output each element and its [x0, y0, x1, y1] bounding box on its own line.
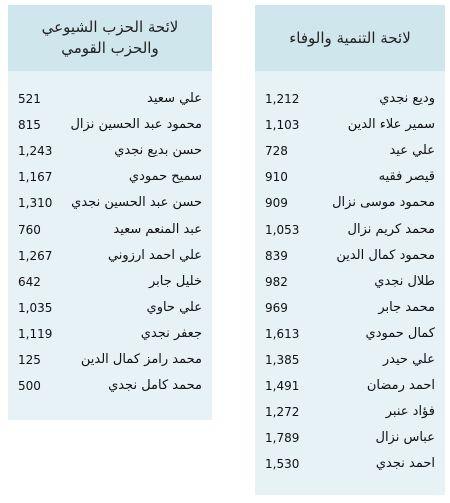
- list-title: والحزب القومي: [61, 39, 159, 57]
- vote-count: 1,491: [265, 379, 300, 394]
- candidate-row: علي عيد 728: [255, 139, 445, 163]
- vote-count: 500: [18, 379, 41, 394]
- candidate-row: علي حاوي 1,035: [8, 296, 212, 320]
- candidate-name: محمود عبد الحسين نزال: [70, 117, 202, 133]
- candidate-name: كمال حمودي: [365, 325, 435, 341]
- candidate-name: محمود كمال الدين: [336, 247, 435, 263]
- candidate-row: محمد كريم نزال 1,053: [255, 218, 445, 242]
- candidate-name: احمد نجدي: [375, 456, 435, 472]
- candidate-row: محمد رامز كمال الدين 125: [8, 348, 212, 372]
- candidate-row: علي سعيد 521: [8, 87, 212, 111]
- candidate-name: عباس نزال: [375, 430, 436, 446]
- candidate-name: محمد كامل نجدي: [108, 378, 202, 394]
- candidate-row: خليل جابر 642: [8, 270, 212, 294]
- candidate-name: قيصر فقيه: [378, 169, 435, 185]
- candidate-row: جعفر نجدي 1,119: [8, 322, 212, 346]
- candidate-row: قيصر فقيه 910: [255, 165, 445, 189]
- vote-count: 728: [265, 144, 288, 159]
- candidate-name: محمد جابر: [378, 299, 435, 315]
- candidate-row: محمود عبد الحسين نزال 815: [8, 113, 212, 137]
- vote-count: 1,267: [18, 248, 53, 263]
- candidate-row: سميح حمودي 1,167: [8, 165, 212, 189]
- candidate-name: احمد رمضان: [366, 378, 435, 394]
- candidate-name: عبد المنعم سعيد: [113, 221, 202, 237]
- candidate-row: حسن عبد الحسين نجدي 1,310: [8, 191, 212, 215]
- vote-count: 521: [18, 92, 41, 106]
- candidate-row: احمد نجدي 1,530: [255, 452, 445, 476]
- candidate-name: حسن بديع نجدي: [114, 143, 202, 159]
- vote-count: 815: [18, 118, 41, 133]
- candidate-name: علي حيدر: [382, 352, 435, 367]
- vote-count: 1,212: [265, 92, 300, 106]
- candidate-row: سمير علاء الدين 1,103: [255, 113, 445, 137]
- candidate-name: طلال نجدي: [374, 273, 435, 289]
- candidate-row: محمود كمال الدين 839: [255, 244, 445, 268]
- candidate-name: محمود موسى نزال: [332, 195, 435, 211]
- candidate-row: علي احمد ارزوني 1,267: [8, 244, 212, 268]
- candidate-row: محمود موسى نزال 909: [255, 191, 445, 215]
- vote-count: 969: [265, 300, 288, 315]
- candidate-name: محمد كريم نزال: [347, 221, 435, 237]
- list-panel: لائحة الحزب الشيوعي والحزب القومي علي سعيد…: [8, 5, 212, 420]
- candidate-row: عبد المنعم سعيد 760: [8, 218, 212, 242]
- candidate-name: محمد رامز كمال الدين: [80, 352, 202, 367]
- candidate-name: جعفر نجدي: [140, 325, 202, 341]
- candidate-row: عباس نزال 1,789: [255, 426, 445, 450]
- vote-count: 1,119: [18, 326, 53, 341]
- list-panel: لائحة التنمية والوفاء وديع نجدي 1,212 سمير …: [255, 5, 445, 495]
- candidate-name: خليل جابر: [148, 273, 202, 289]
- candidate-row: حسن بديع نجدي 1,243: [8, 139, 212, 163]
- candidate-row: احمد رمضان 1,491: [255, 374, 445, 398]
- candidate-row: علي حيدر 1,385: [255, 348, 445, 372]
- list-header: لائحة التنمية والوفاء: [255, 5, 445, 71]
- vote-count: 760: [18, 222, 41, 237]
- vote-count: 1,310: [18, 196, 53, 211]
- vote-count: 1,613: [265, 326, 300, 341]
- vote-count: 125: [18, 353, 41, 367]
- candidate-name: علي سعيد: [147, 91, 202, 106]
- candidate-row: كمال حمودي 1,613: [255, 322, 445, 346]
- vote-count: 909: [265, 196, 288, 211]
- vote-count: 1,243: [18, 144, 53, 159]
- candidate-row: وديع نجدي 1,212: [255, 87, 445, 111]
- vote-count: 982: [265, 274, 288, 289]
- list-title: لائحة التنمية والوفاء: [289, 28, 411, 47]
- candidate-name: سميح حمودي: [128, 169, 202, 185]
- candidate-name: فؤاد عنبر: [385, 404, 435, 420]
- vote-count: 642: [18, 274, 41, 289]
- vote-count: 1,103: [265, 118, 300, 133]
- candidate-row: فؤاد عنبر 1,272: [255, 400, 445, 424]
- candidate-row: طلال نجدي 982: [255, 270, 445, 294]
- candidate-name: سمير علاء الدين: [347, 117, 435, 133]
- candidate-name: علي احمد ارزوني: [107, 247, 202, 263]
- vote-count: 1,385: [265, 353, 300, 367]
- vote-count: 1,167: [18, 170, 53, 185]
- vote-count: 839: [265, 248, 288, 263]
- vote-count: 1,053: [265, 222, 300, 237]
- candidate-row: محمد جابر 969: [255, 296, 445, 320]
- candidate-name: علي عيد: [389, 143, 435, 159]
- list-header: لائحة الحزب الشيوعي والحزب القومي: [8, 5, 212, 71]
- candidate-row: محمد كامل نجدي 500: [8, 374, 212, 398]
- candidate-name: وديع نجدي: [379, 91, 435, 106]
- vote-count: 1,530: [265, 457, 300, 472]
- vote-count: 1,272: [265, 405, 300, 420]
- vote-count: 1,789: [265, 431, 300, 446]
- candidate-name: علي حاوي: [146, 299, 202, 315]
- vote-count: 910: [265, 170, 288, 185]
- candidate-name: حسن عبد الحسين نجدي: [71, 195, 202, 211]
- list-title: لائحة الحزب الشيوعي: [41, 18, 179, 36]
- vote-count: 1,035: [18, 300, 53, 315]
